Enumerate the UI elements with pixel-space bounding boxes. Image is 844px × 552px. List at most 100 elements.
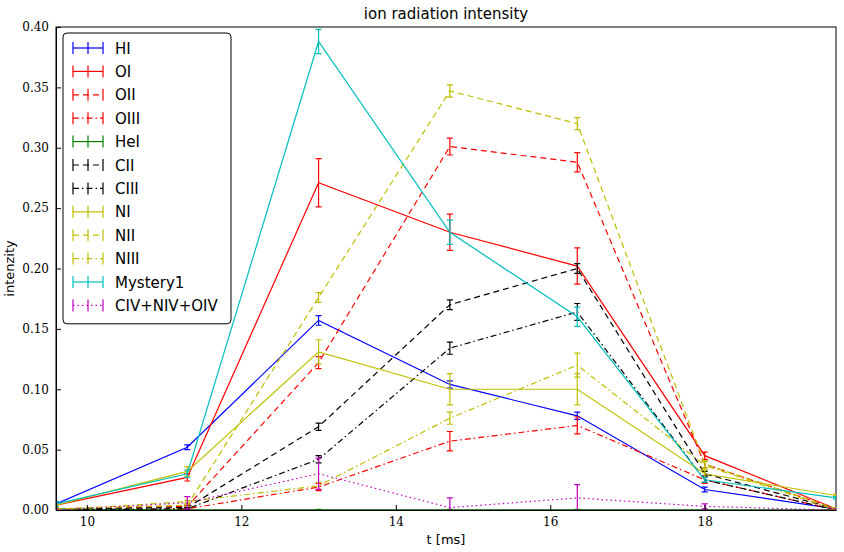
- legend-errorbar: [73, 182, 103, 194]
- y-tick: 0.00: [22, 503, 61, 517]
- x-tick-mark: [396, 505, 397, 510]
- axis-line: [57, 510, 837, 511]
- y-tick-label: 0.00: [22, 503, 49, 517]
- x-tick-mark: [241, 505, 242, 510]
- error-bar: [574, 485, 580, 510]
- error-bar: [833, 497, 836, 499]
- legend-item: CII: [73, 157, 134, 175]
- x-tick: 18: [698, 505, 713, 529]
- legend-errorbar: [73, 229, 103, 241]
- legend-label: NI: [115, 203, 131, 221]
- error-bar: [702, 477, 708, 482]
- x-tick: 14: [389, 505, 405, 529]
- error-bar: [447, 300, 453, 310]
- legend-label: HeI: [115, 133, 140, 151]
- plot-area: 10121416180.000.050.100.150.200.250.300.…: [22, 20, 839, 528]
- legend-label: OIII: [115, 110, 140, 128]
- y-tick: 0.40: [22, 20, 61, 34]
- y-tick: 0.20: [22, 262, 61, 276]
- y-tick: 0.15: [22, 322, 61, 336]
- y-tick-mark: [56, 510, 61, 511]
- series-line: [56, 474, 836, 510]
- series-group: [56, 29, 836, 510]
- legend-label: OII: [115, 86, 136, 104]
- error-bar: [316, 293, 322, 303]
- legend-label: HI: [115, 40, 131, 58]
- error-bar: [833, 509, 836, 510]
- error-bar: [574, 264, 580, 274]
- legend-item: NI: [73, 203, 131, 221]
- legend-box: [63, 33, 231, 324]
- plot-frame: [56, 27, 836, 510]
- y-tick-label: 0.40: [22, 20, 49, 34]
- x-tick-label: 10: [80, 515, 95, 529]
- x-tick: 12: [234, 505, 249, 529]
- legend-errorbar: [73, 159, 103, 171]
- legend-label: NII: [115, 227, 135, 245]
- legend-errorbar: [73, 65, 103, 77]
- x-tick: 16: [543, 505, 558, 529]
- error-bar: [316, 316, 322, 326]
- title: ion radiation intensity: [364, 5, 529, 23]
- legend: HIOIOIIOIIIHeICIICIIININIINIIIMystery1CI…: [63, 33, 231, 324]
- legend-label: Mystery1: [115, 274, 184, 292]
- legend-item: OII: [73, 86, 136, 104]
- error-bar: [447, 432, 453, 451]
- x-tick-label: 16: [543, 515, 558, 529]
- x-tick-mark: [87, 505, 88, 510]
- y-tick-mark: [56, 389, 61, 390]
- legend-item: NIII: [73, 250, 140, 268]
- error-bar: [316, 423, 322, 430]
- x-axis: 10 12 14 16 18: [57, 505, 837, 529]
- y-tick-label: 0.10: [22, 383, 49, 397]
- error-bar: [447, 412, 453, 424]
- x-tick-label: 12: [234, 515, 249, 529]
- y-tick: 0.25: [22, 201, 61, 215]
- y-axis: 0.00 0.05 0.10 0.15 0.20 0.25 0.30 0.35 0.40: [22, 20, 61, 517]
- y-tick-mark: [56, 87, 61, 88]
- y-tick-label: 0.25: [22, 201, 49, 215]
- error-bar: [316, 340, 322, 364]
- legend-item: NII: [73, 227, 135, 245]
- legend-errorbar: [73, 299, 103, 311]
- y-tick-mark: [56, 450, 61, 451]
- error-bar: [574, 248, 580, 284]
- series-line: [56, 269, 836, 509]
- x-tick-mark: [550, 505, 551, 510]
- error-bar: [316, 509, 322, 510]
- error-bar: [184, 470, 190, 477]
- error-bar: [184, 445, 190, 450]
- y-tick-label: 0.15: [22, 322, 49, 336]
- error-bar: [184, 497, 190, 509]
- series-line: [56, 365, 836, 510]
- y-axis-title: intenzity: [2, 240, 17, 297]
- y-tick: 0.35: [22, 81, 61, 95]
- error-bar: [833, 509, 836, 510]
- x-axis-title: t [ms]: [427, 532, 466, 547]
- error-bar: [702, 462, 708, 469]
- error-bar: [574, 374, 580, 405]
- legend-label: CIV+NIV+OIV: [115, 297, 218, 315]
- error-bar: [316, 159, 322, 207]
- legend-item: OIII: [73, 110, 140, 128]
- y-tick-label: 0.05: [22, 443, 49, 457]
- legend-label: CII: [115, 157, 134, 175]
- error-bar: [316, 458, 322, 489]
- y-tick-mark: [56, 208, 61, 209]
- y-tick-mark: [56, 27, 61, 28]
- y-tick-mark: [56, 148, 61, 149]
- error-bar: [574, 118, 580, 130]
- x-tick: 10: [80, 505, 95, 529]
- y-tick: 0.05: [22, 443, 61, 457]
- legend-item: OI: [73, 63, 131, 81]
- legend-errorbar: [73, 136, 103, 148]
- error-bar: [447, 374, 453, 405]
- series-line: [56, 312, 836, 510]
- legend-errorbar: [73, 112, 103, 124]
- x-tick-label: 18: [698, 515, 713, 529]
- y-tick: 0.10: [22, 383, 61, 397]
- error-bar: [833, 509, 836, 510]
- legend-item: CIV+NIV+OIV: [73, 297, 218, 315]
- error-bar: [574, 153, 580, 172]
- y-tick-label: 0.30: [22, 141, 49, 155]
